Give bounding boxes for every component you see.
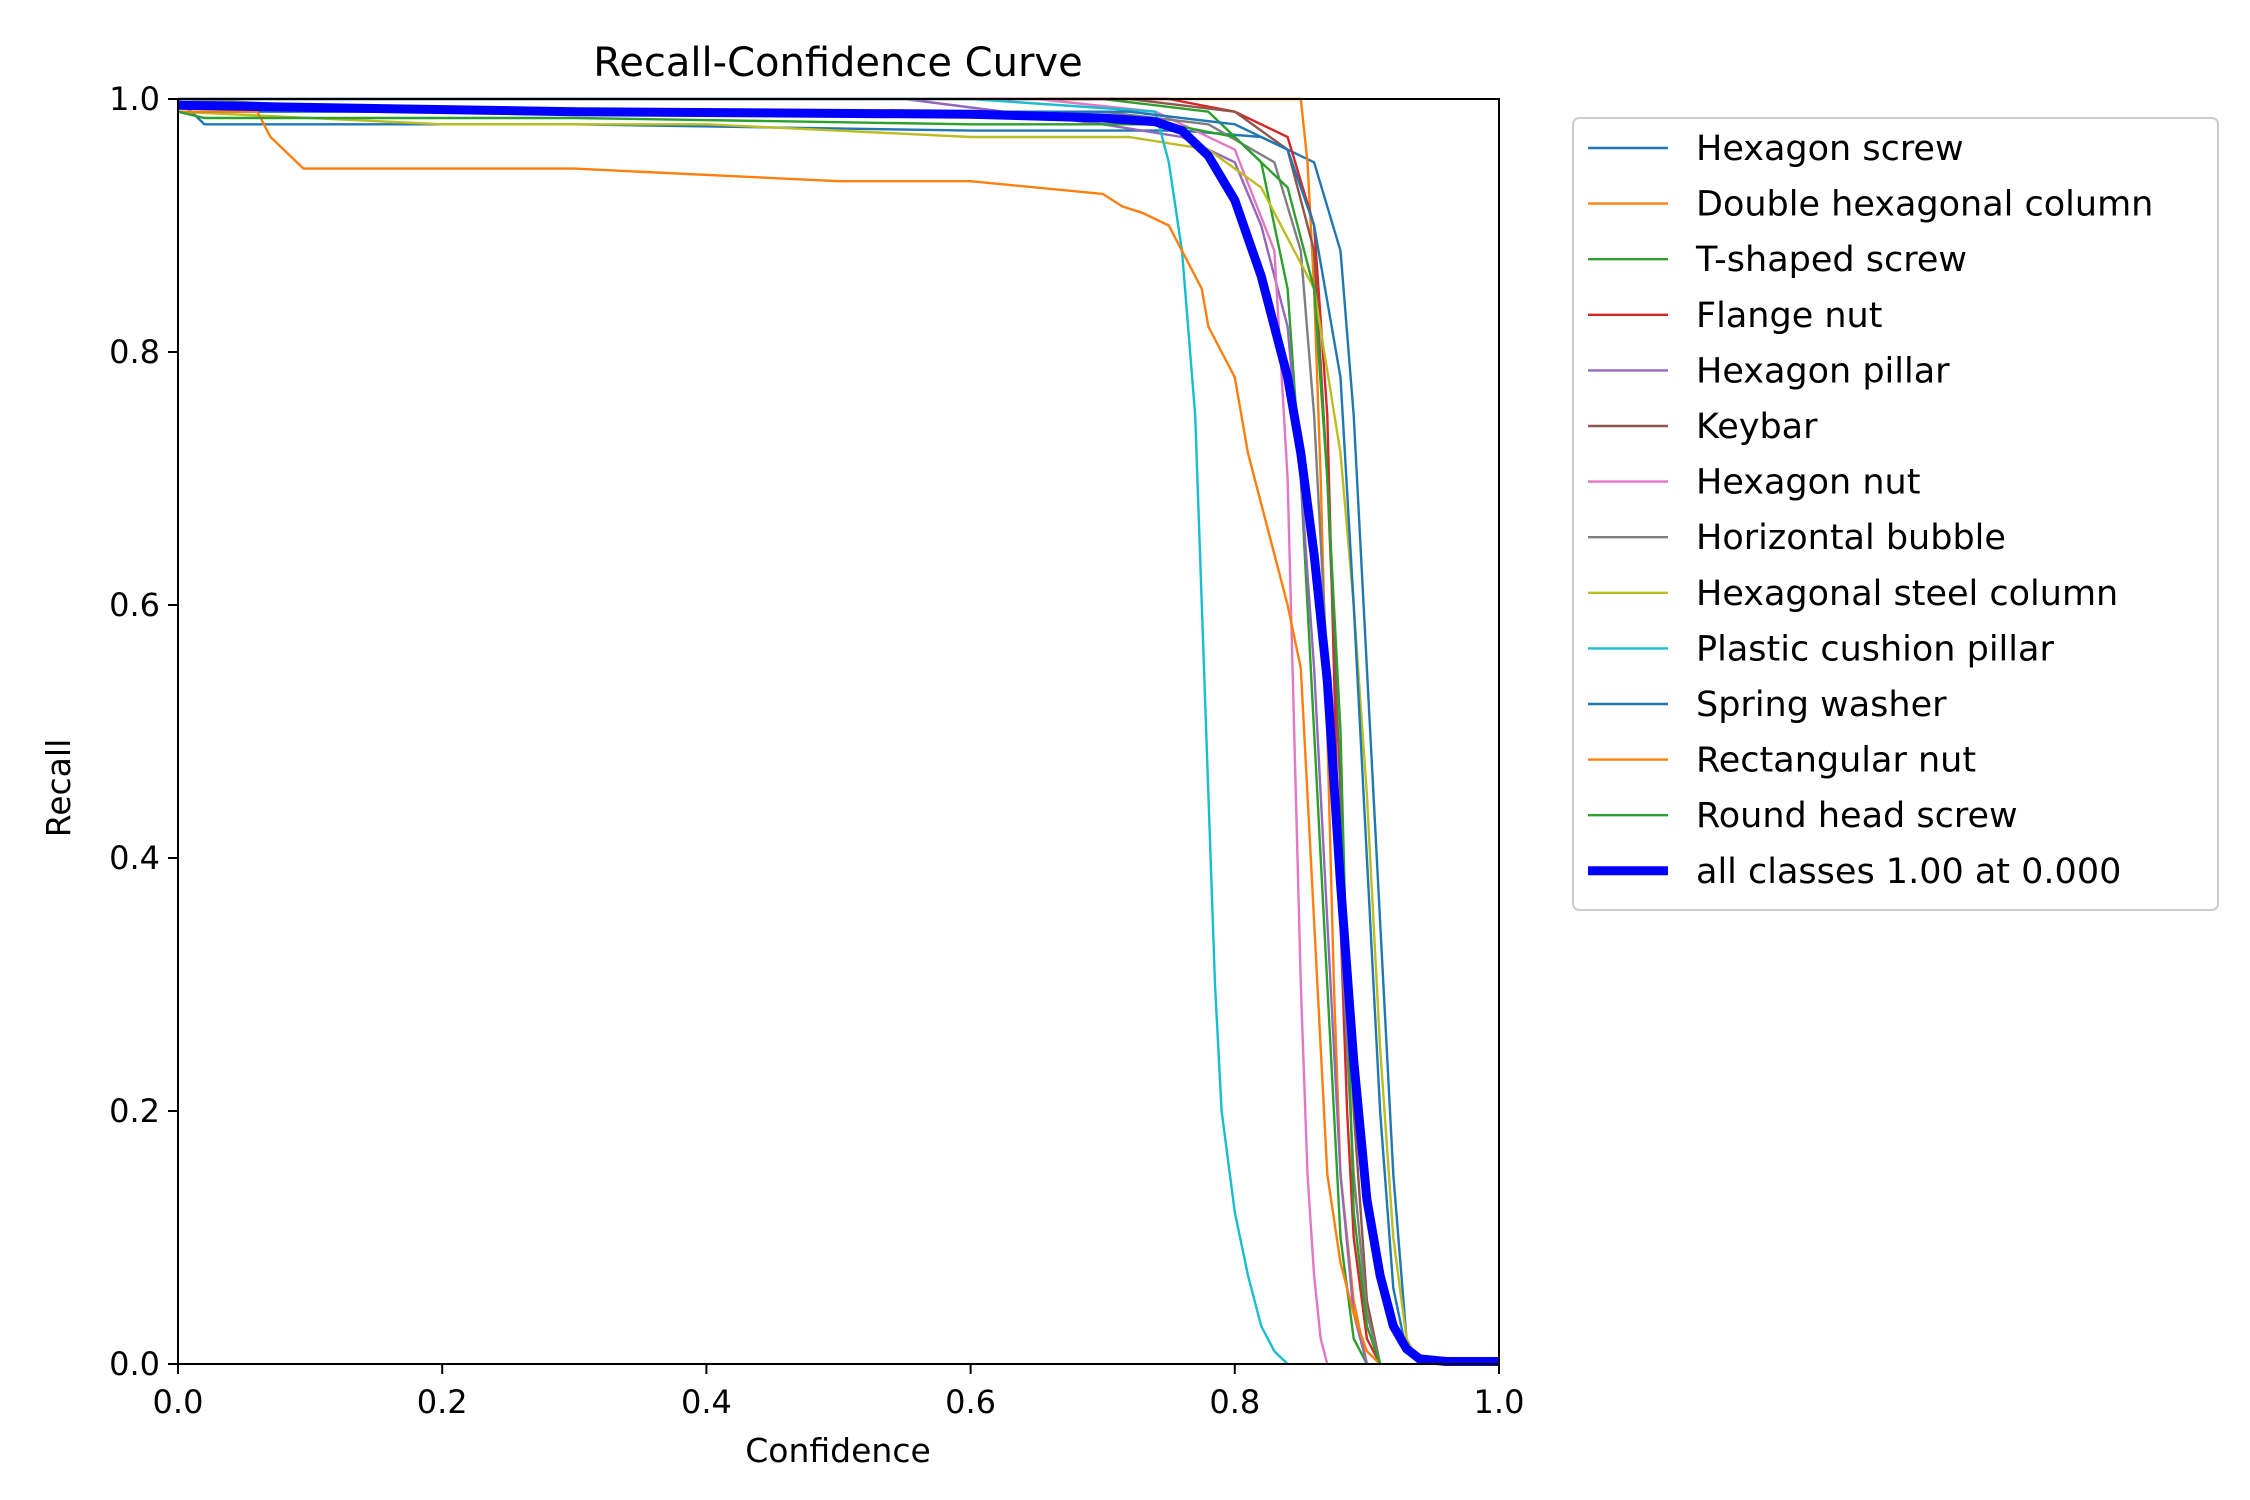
series-line-10 xyxy=(178,110,1421,1365)
series-line-9 xyxy=(178,97,1289,1365)
legend-label: Round head screw xyxy=(1696,796,2018,836)
y-axis-title: Recall xyxy=(39,739,78,837)
legend-label: Flange nut xyxy=(1696,296,1882,336)
series-line-3 xyxy=(178,97,1382,1365)
x-tick-label: 0.6 xyxy=(945,1383,996,1421)
series-line-13 xyxy=(177,100,1499,1366)
series-line-11 xyxy=(178,110,1381,1365)
legend-label: Hexagonal steel column xyxy=(1696,574,2118,614)
legend-label: Keybar xyxy=(1696,407,1818,447)
series-line-2 xyxy=(178,97,1368,1365)
legend-label: Plastic cushion pillar xyxy=(1696,629,2054,669)
y-tick-label: 1.0 xyxy=(109,80,160,118)
x-tick-label: 1.0 xyxy=(1474,1383,1525,1421)
x-axis-title: Confidence xyxy=(745,1431,931,1470)
legend-label: Hexagon pillar xyxy=(1696,351,1950,391)
x-tick-label: 0.0 xyxy=(153,1383,204,1421)
x-tick-label: 0.4 xyxy=(681,1383,732,1421)
legend-label: Hexagon nut xyxy=(1696,463,1920,503)
series-line-6 xyxy=(178,97,1329,1365)
series-line-8 xyxy=(177,110,1421,1365)
series-line-4 xyxy=(178,97,1369,1365)
series-line-0 xyxy=(177,98,1421,1365)
y-tick-label: 0.0 xyxy=(109,1345,160,1383)
series-line-1 xyxy=(178,97,1369,1365)
y-tick-label: 0.4 xyxy=(109,839,160,877)
series-line-7 xyxy=(177,97,1382,1365)
x-tick-label: 0.2 xyxy=(417,1383,468,1421)
x-tick-label: 0.8 xyxy=(1209,1383,1260,1421)
series-line-5 xyxy=(178,97,1382,1365)
legend-label: all classes 1.00 at 0.000 xyxy=(1696,852,2121,892)
legend-label: Hexagon screw xyxy=(1696,129,1964,169)
legend-label: Rectangular nut xyxy=(1696,741,1976,781)
chart-title: Recall-Confidence Curve xyxy=(593,40,1082,86)
legend-label: T-shaped screw xyxy=(1695,240,1967,280)
legend-label: Horizontal bubble xyxy=(1696,518,2006,558)
legend-box xyxy=(1572,117,2219,911)
legend-label: Double hexagonal column xyxy=(1696,185,2153,225)
y-tick-label: 0.6 xyxy=(109,586,160,624)
y-tick-label: 0.2 xyxy=(109,1092,160,1130)
series-line-12 xyxy=(177,110,1382,1365)
y-tick-label: 0.8 xyxy=(109,333,160,371)
plot-frame xyxy=(177,98,1500,1365)
legend-label: Spring washer xyxy=(1696,685,1947,725)
